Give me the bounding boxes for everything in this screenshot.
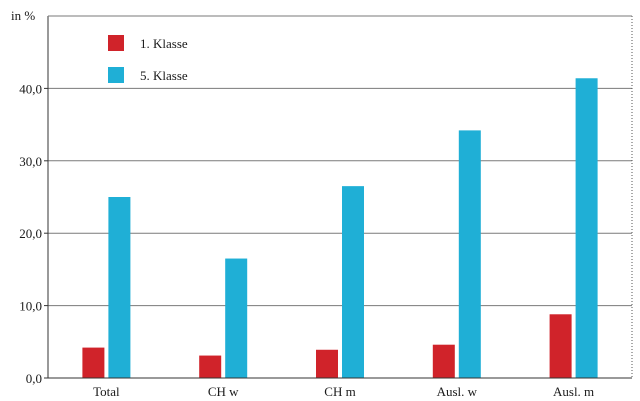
y-tick-label: 10,0 — [19, 299, 42, 314]
bar-klasse1 — [199, 355, 222, 378]
x-tick-label: Ausl. w — [437, 384, 478, 399]
bar-klasse5 — [458, 130, 481, 378]
x-tick-label: Total — [93, 384, 120, 399]
bar-klasse5 — [108, 197, 131, 378]
y-tick-labels: 0,0 10,0 20,0 30,0 40,0 — [19, 81, 42, 386]
x-tick-label: CH m — [324, 384, 355, 399]
y-tick-label: 20,0 — [19, 226, 42, 241]
legend-swatch — [108, 67, 124, 83]
y-tick-label: 40,0 — [19, 81, 42, 96]
legend: 1. Klasse 5. Klasse — [108, 35, 188, 83]
y-unit-label: in % — [11, 8, 35, 23]
y-tick-label: 30,0 — [19, 154, 42, 169]
legend-label: 5. Klasse — [140, 68, 188, 83]
bar-klasse5 — [342, 186, 364, 378]
bar-klasse1 — [316, 349, 338, 378]
x-tick-label: Ausl. m — [553, 384, 594, 399]
bar-klasse5 — [575, 78, 598, 378]
bar-klasse1 — [432, 344, 455, 378]
bar-klasse1 — [549, 314, 572, 378]
y-tick-label: 0,0 — [26, 371, 42, 386]
legend-label: 1. Klasse — [140, 36, 188, 51]
bar-klasse1 — [82, 347, 105, 378]
gridlines — [44, 87, 632, 379]
legend-swatch — [108, 35, 124, 51]
bar-klasse5 — [225, 258, 248, 378]
bars — [82, 78, 598, 378]
x-tick-labels: Total CH w CH m Ausl. w Ausl. m — [93, 384, 594, 399]
x-tick-label: CH w — [208, 384, 239, 399]
